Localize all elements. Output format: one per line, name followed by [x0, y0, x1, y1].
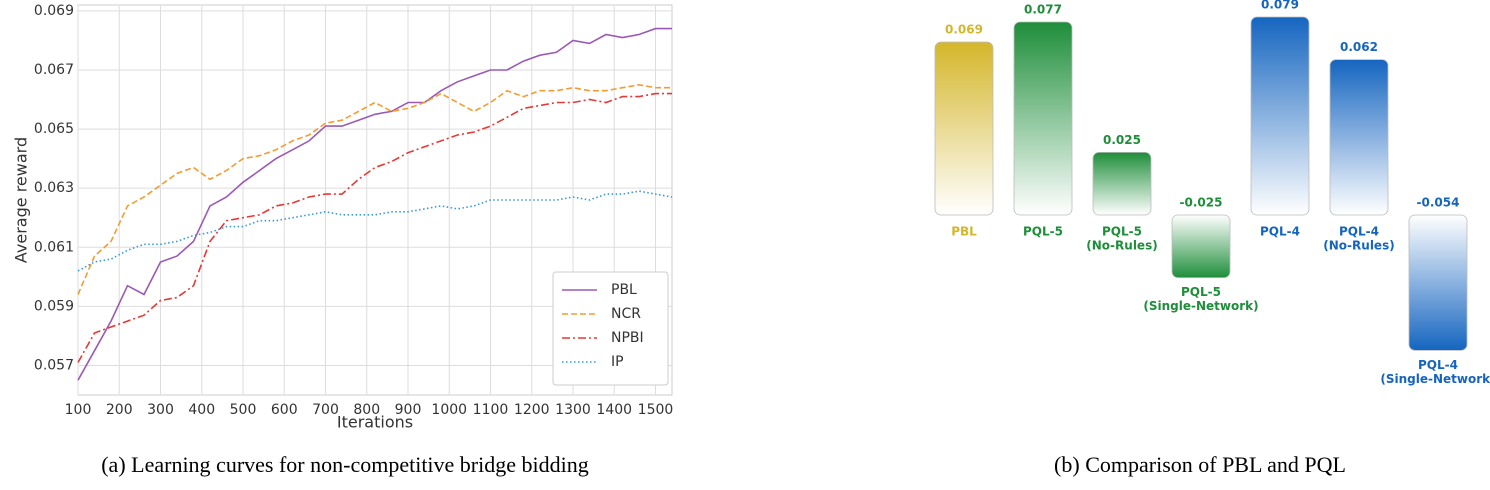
x-tick-label: 1200	[514, 402, 550, 418]
value-label: -0.054	[1417, 196, 1460, 210]
legend-label: IP	[611, 354, 624, 370]
x-tick-label: 900	[395, 402, 422, 418]
category-label: PBL	[951, 225, 977, 239]
legend-label: NCR	[611, 306, 641, 322]
legend-label: PBL	[611, 282, 637, 298]
value-label: 0.025	[1103, 133, 1141, 147]
x-tick-label: 1500	[638, 402, 674, 418]
bar	[1250, 16, 1310, 216]
series-line	[77, 83, 672, 295]
caption: (a) Learning curves for non-competitive …	[101, 452, 589, 477]
category-label: PQL-5	[1102, 225, 1142, 239]
category-label: PQL-4	[1418, 358, 1458, 372]
x-tick-label: 500	[230, 402, 257, 418]
caption: (b) Comparison of PBL and PQL	[1054, 452, 1346, 477]
y-tick-label: 0.057	[34, 357, 74, 373]
legend-label: NPBI	[611, 330, 644, 346]
x-tick-label: 400	[188, 402, 215, 418]
y-tick-label: 0.061	[34, 239, 74, 255]
value-label: 0.077	[1024, 3, 1062, 17]
category-label: (Single-Network)	[1380, 372, 1490, 386]
y-tick-label: 0.065	[34, 121, 74, 137]
series-line	[77, 27, 672, 381]
legend-box	[552, 271, 669, 386]
bar	[1171, 214, 1231, 279]
y-tick-label: 0.069	[34, 3, 74, 19]
x-axis-label: Iterations	[337, 413, 413, 432]
y-tick-label: 0.063	[34, 180, 74, 196]
value-label: 0.079	[1261, 0, 1299, 12]
value-label: 0.069	[945, 23, 983, 37]
y-tick-label: 0.059	[34, 298, 74, 314]
x-tick-label: 1100	[473, 402, 509, 418]
x-tick-label: 1300	[555, 402, 591, 418]
bar	[1092, 151, 1152, 216]
x-tick-label: 300	[147, 402, 174, 418]
category-label: (Single-Network)	[1143, 299, 1258, 313]
x-tick-label: 700	[312, 402, 339, 418]
category-label: PQL-4	[1260, 225, 1300, 239]
x-tick-label: 100	[65, 402, 92, 418]
bar	[1013, 21, 1073, 216]
category-label: (No-Rules)	[1323, 239, 1394, 253]
category-label: PQL-5	[1181, 285, 1221, 299]
value-label: -0.025	[1180, 196, 1223, 210]
category-label: (No-Rules)	[1086, 239, 1157, 253]
series-line	[77, 92, 672, 363]
x-tick-label: 800	[353, 402, 380, 418]
bar	[1329, 59, 1389, 216]
bar	[1408, 214, 1468, 351]
x-tick-label: 200	[106, 402, 133, 418]
x-tick-label: 1000	[431, 402, 467, 418]
category-label: PQL-5	[1023, 225, 1063, 239]
series-line	[77, 190, 673, 272]
y-axis-label: Average reward	[12, 137, 31, 263]
x-tick-label: 1400	[596, 402, 632, 418]
x-tick-label: 600	[271, 402, 298, 418]
category-label: PQL-4	[1339, 225, 1379, 239]
y-tick-label: 0.067	[34, 62, 74, 78]
value-label: 0.062	[1340, 40, 1378, 54]
bar	[934, 41, 994, 216]
